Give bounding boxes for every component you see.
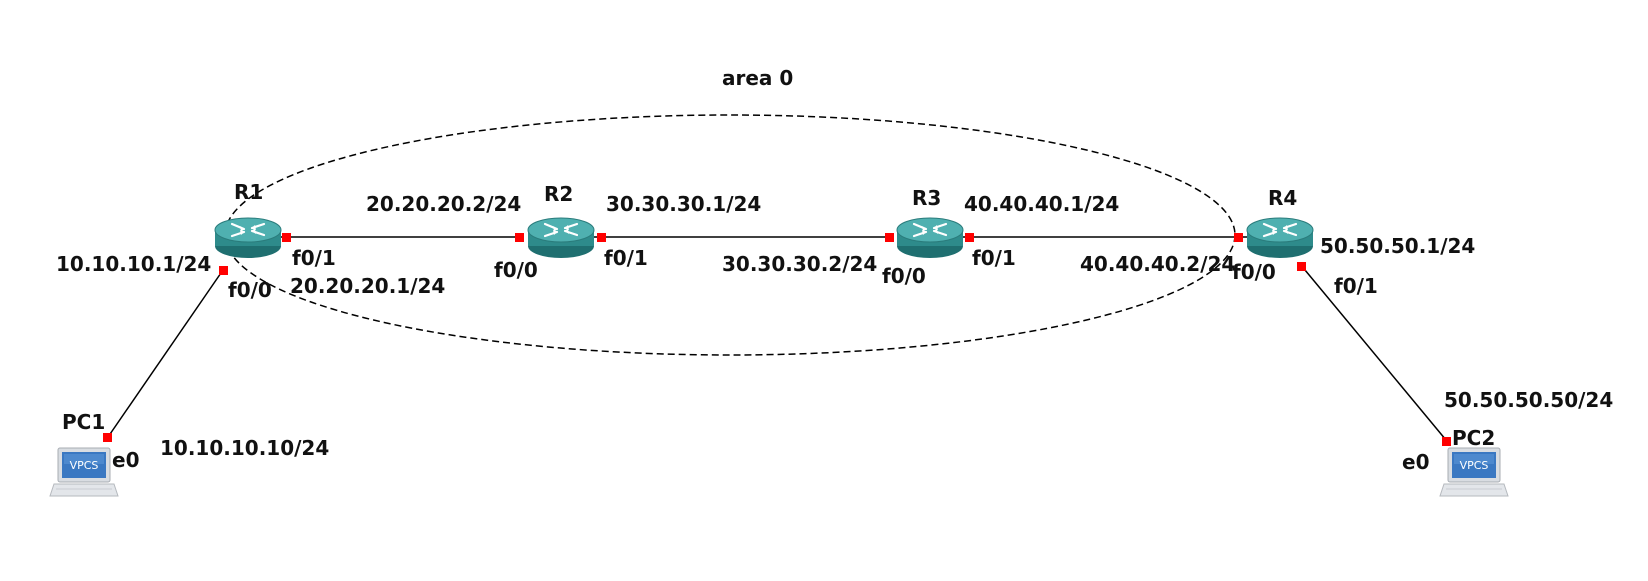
r2-f0-1-address: 30.30.30.1/24	[606, 192, 762, 216]
r2-f0-0-label: f0/0	[494, 258, 538, 282]
router-r1[interactable]	[213, 216, 283, 260]
pc1-e0-label: e0	[112, 448, 140, 472]
router-r4[interactable]	[1245, 216, 1315, 260]
r1-f0-0-label: f0/0	[228, 278, 272, 302]
pc-pc2[interactable]: VPCS	[1439, 447, 1509, 497]
port-r2-f0-1[interactable]	[597, 233, 606, 242]
link-pc1-r1[interactable]	[107, 269, 224, 438]
port-r4-f0-0[interactable]	[1234, 233, 1243, 242]
r4-f0-1-label: f0/1	[1334, 274, 1378, 298]
port-r3-f0-0[interactable]	[885, 233, 894, 242]
r4-f0-0-label: f0/0	[1232, 260, 1276, 284]
r3-f0-0-address: 30.30.30.2/24	[722, 252, 878, 276]
port-pc2-e0[interactable]	[1442, 437, 1451, 446]
port-r1-f0-0[interactable]	[219, 266, 228, 275]
port-r3-f0-1[interactable]	[965, 233, 974, 242]
router-r2-name: R2	[544, 182, 574, 206]
router-r3-name: R3	[912, 186, 942, 210]
link-r4-pc2[interactable]	[1299, 263, 1447, 441]
pc1-name: PC1	[62, 410, 106, 434]
r1-f0-0-address: 10.10.10.1/24	[56, 252, 212, 276]
port-pc1-e0[interactable]	[103, 433, 112, 442]
pc1-screen-text: VPCS	[70, 459, 99, 472]
pc2-screen-text: VPCS	[1460, 459, 1489, 472]
pc-pc1[interactable]: VPCS	[49, 447, 119, 497]
port-r4-f0-1[interactable]	[1297, 262, 1306, 271]
r4-f0-0-address: 40.40.40.2/24	[1080, 252, 1236, 276]
r2-f0-0-address: 20.20.20.2/24	[366, 192, 522, 216]
port-r1-f0-1[interactable]	[282, 233, 291, 242]
pc1-address: 10.10.10.10/24	[160, 436, 330, 460]
r3-f0-0-label: f0/0	[882, 264, 926, 288]
pc2-address: 50.50.50.50/24	[1444, 388, 1614, 412]
r1-f0-1-address: 20.20.20.1/24	[290, 274, 446, 298]
area-0-boundary	[224, 114, 1236, 356]
r3-f0-1-label: f0/1	[972, 246, 1016, 270]
port-r2-f0-0[interactable]	[515, 233, 524, 242]
r1-f0-1-label: f0/1	[292, 246, 336, 270]
router-r1-name: R1	[234, 180, 264, 204]
pc2-name: PC2	[1452, 426, 1496, 450]
router-r3[interactable]	[895, 216, 965, 260]
r4-f0-1-address: 50.50.50.1/24	[1320, 234, 1476, 258]
router-r4-name: R4	[1268, 186, 1298, 210]
r2-f0-1-label: f0/1	[604, 246, 648, 270]
router-r2[interactable]	[526, 216, 596, 260]
pc2-e0-label: e0	[1402, 450, 1430, 474]
r3-f0-1-address: 40.40.40.1/24	[964, 192, 1120, 216]
area-label: area 0	[722, 66, 794, 90]
